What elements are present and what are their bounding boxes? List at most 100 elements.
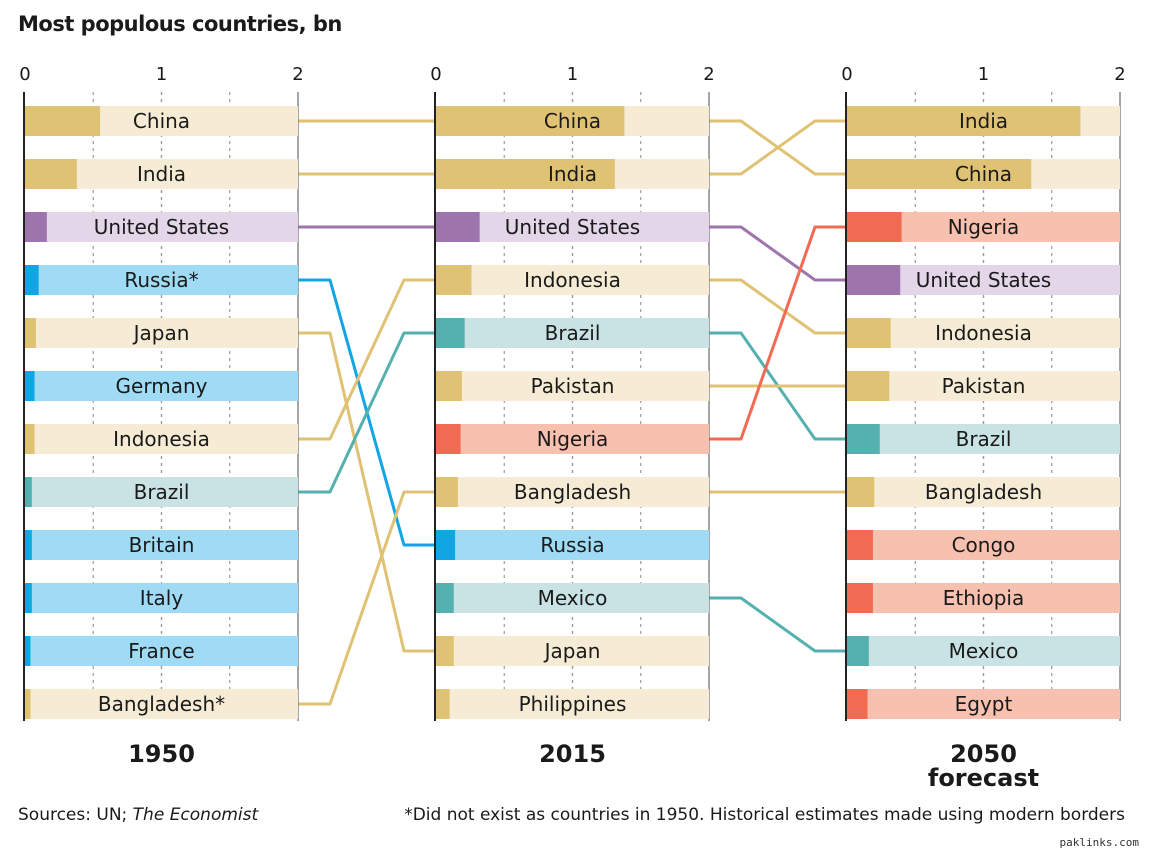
bar-1950-japan xyxy=(25,318,36,348)
bar-label-2050-nigeria: Nigeria xyxy=(948,215,1020,239)
bar-2015-indonesia xyxy=(436,265,472,295)
connector-4 xyxy=(298,331,436,653)
bar-1950-france xyxy=(25,636,31,666)
bar-label-2050-china: China xyxy=(955,162,1012,186)
bar-2015-india xyxy=(436,159,615,189)
tick-label-2050-0: 0 xyxy=(841,64,852,85)
connector-9 xyxy=(709,119,847,176)
bar-label-1950-japan: Japan xyxy=(132,321,190,345)
panel-2015: 0 1 2 China India United States Indonesia Brazi… xyxy=(430,64,714,768)
connector-10 xyxy=(709,225,847,282)
tick-label-1950-0: 0 xyxy=(19,64,30,85)
bar-track-2015-mexico xyxy=(436,583,709,613)
connector-16 xyxy=(709,596,847,653)
bar-label-2015-indonesia: Indonesia xyxy=(524,268,621,292)
bar-label-2050-pakistan: Pakistan xyxy=(942,374,1026,398)
bar-track-2050-mexico xyxy=(847,636,1120,666)
bar-2015-united-states xyxy=(436,212,480,242)
bar-label-1950-italy: Italy xyxy=(140,586,184,610)
bar-1950-indonesia xyxy=(25,424,35,454)
bar-label-1950-bangladesh: Bangladesh* xyxy=(98,692,225,716)
bar-label-1950-indonesia: Indonesia xyxy=(113,427,210,451)
bar-track-2050-brazil xyxy=(847,424,1120,454)
bar-label-1950-united-states: United States xyxy=(94,215,229,239)
bar-2050-pakistan xyxy=(847,371,890,401)
bar-label-2015-china: China xyxy=(544,109,601,133)
panel-1950: 0 1 2 China India United States Russia* Japan Ge… xyxy=(19,64,303,768)
bar-1950-italy xyxy=(25,583,32,613)
bar-2050-brazil xyxy=(847,424,880,454)
tick-label-1950-1: 1 xyxy=(156,64,167,85)
footnote: *Did not exist as countries in 1950. His… xyxy=(404,805,1125,825)
tick-label-1950-2: 2 xyxy=(292,64,303,85)
bar-track-2050-pakistan xyxy=(847,371,1120,401)
bar-track-2015-nigeria xyxy=(436,424,709,454)
panel-label-1950: 1950 xyxy=(128,740,195,768)
bar-track-1950-russia xyxy=(25,265,298,295)
bar-1950-britain xyxy=(25,530,32,560)
panel-label-2050: 2050 xyxy=(950,740,1017,768)
bar-label-2015-india: India xyxy=(548,162,597,186)
tick-label-2050-1: 1 xyxy=(978,64,989,85)
bar-track-2015-japan xyxy=(436,636,709,666)
bar-2015-pakistan xyxy=(436,371,462,401)
connector-14 xyxy=(709,225,847,441)
bar-2015-philippines xyxy=(436,689,450,719)
bar-label-2015-philippines: Philippines xyxy=(519,692,627,716)
bar-label-2015-nigeria: Nigeria xyxy=(537,427,609,451)
bar-track-1950-britain xyxy=(25,530,298,560)
bar-track-2050-bangladesh xyxy=(847,477,1120,507)
bar-2015-russia xyxy=(436,530,456,560)
bar-label-2015-united-states: United States xyxy=(505,215,640,239)
bar-2015-brazil xyxy=(436,318,465,348)
bar-2015-china xyxy=(436,106,625,136)
chart-title: Most populous countries, bn xyxy=(18,12,342,36)
bar-track-1950-france xyxy=(25,636,298,666)
bar-track-1950-united-states xyxy=(25,212,298,242)
bar-1950-russia xyxy=(25,265,39,295)
bar-label-2015-pakistan: Pakistan xyxy=(531,374,615,398)
bar-1950-brazil xyxy=(25,477,32,507)
bar-label-2050-mexico: Mexico xyxy=(949,639,1019,663)
sources-prefix: Sources: UN; xyxy=(18,805,133,825)
tick-label-2050-2: 2 xyxy=(1114,64,1125,85)
bar-track-2050-congo xyxy=(847,530,1120,560)
bar-2015-mexico xyxy=(436,583,454,613)
bar-track-1950-brazil xyxy=(25,477,298,507)
bar-1950-china xyxy=(25,106,101,136)
connector-layer xyxy=(298,119,847,706)
bar-label-2050-bangladesh: Bangladesh xyxy=(925,480,1042,504)
bar-label-2015-japan: Japan xyxy=(543,639,601,663)
bar-label-2015-mexico: Mexico xyxy=(538,586,608,610)
bar-2015-japan xyxy=(436,636,454,666)
bar-label-1950-france: France xyxy=(128,639,195,663)
bar-label-1950-britain: Britain xyxy=(129,533,195,557)
watermark-credit: paklinks.com xyxy=(1059,836,1139,849)
bar-track-2015-bangladesh xyxy=(436,477,709,507)
bar-label-1950-germany: Germany xyxy=(116,374,208,398)
bar-1950-germany xyxy=(25,371,35,401)
connector-11 xyxy=(709,278,847,335)
tick-label-2015-1: 1 xyxy=(567,64,578,85)
bar-label-2050-united-states: United States xyxy=(916,268,1051,292)
bar-2050-nigeria xyxy=(847,212,902,242)
bar-2050-bangladesh xyxy=(847,477,875,507)
bar-2050-mexico xyxy=(847,636,869,666)
sources-note: Sources: UN; The Economist xyxy=(18,805,258,825)
sources-publication: The Economist xyxy=(132,805,259,825)
panel-label-2015: 2015 xyxy=(539,740,606,768)
connector-6 xyxy=(298,331,436,494)
bar-track-2015-russia xyxy=(436,530,709,560)
tick-label-2015-2: 2 xyxy=(703,64,714,85)
bar-label-2050-brazil: Brazil xyxy=(956,427,1012,451)
bar-label-1950-china: China xyxy=(133,109,190,133)
panel-2050: 0 1 2 India China Nigeria United States Indones… xyxy=(841,64,1125,792)
bar-label-2015-bangladesh: Bangladesh xyxy=(514,480,631,504)
bar-label-1950-brazil: Brazil xyxy=(134,480,190,504)
bar-label-2050-indonesia: Indonesia xyxy=(935,321,1032,345)
bar-2050-indonesia xyxy=(847,318,891,348)
bar-2050-india xyxy=(847,106,1081,136)
bar-track-1950-indonesia xyxy=(25,424,298,454)
bar-2015-bangladesh xyxy=(436,477,458,507)
